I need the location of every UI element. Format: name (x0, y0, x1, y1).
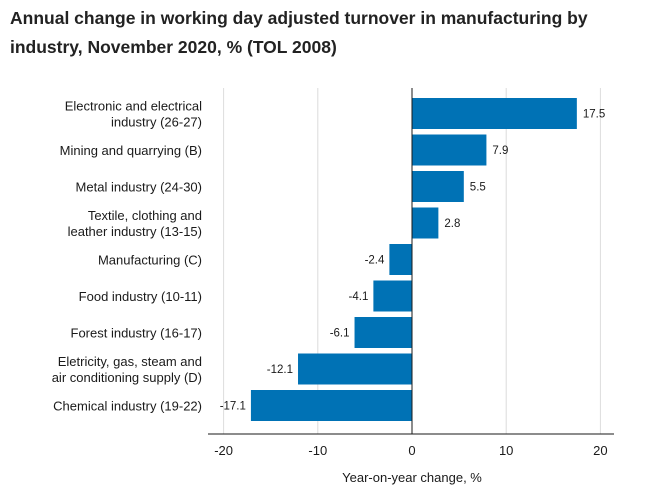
bar (298, 353, 412, 385)
value-label: -2.4 (365, 255, 385, 267)
axes (208, 88, 614, 435)
category-label: Eletricity, gas, steam and (58, 354, 202, 369)
x-tick-label: -20 (214, 443, 233, 458)
bar (373, 280, 412, 312)
x-axis-title: Year-on-year change, % (342, 470, 482, 485)
x-tick-label: 20 (593, 443, 607, 458)
bar (412, 171, 464, 202)
bar (412, 134, 487, 166)
category-label: Forest industry (16-17) (71, 326, 203, 341)
value-label: -4.1 (349, 291, 369, 303)
value-label: 17.5 (583, 109, 605, 121)
bar (250, 390, 412, 421)
bar (354, 317, 412, 348)
value-label: -17.1 (220, 401, 246, 413)
x-tick-label: -10 (308, 443, 327, 458)
chart-title: Annual change in working day adjusted tu… (10, 8, 588, 57)
value-label: 5.5 (470, 182, 486, 194)
category-label: Manufacturing (C) (98, 253, 202, 268)
bars (250, 98, 577, 421)
category-label: leather industry (13-15) (68, 224, 202, 239)
bar (389, 244, 412, 275)
bar (412, 207, 439, 239)
category-label: Metal industry (24-30) (76, 180, 202, 195)
category-label: air conditioning supply (D) (52, 370, 202, 385)
tick-labels: -20 -10 0 10 20 (214, 443, 607, 458)
category-label: Electronic and electrical (65, 99, 202, 114)
category-label: Chemical industry (19-22) (53, 399, 202, 414)
category-label: Food industry (10-11) (79, 289, 202, 304)
category-label: industry (26-27) (111, 115, 202, 130)
value-label: 2.8 (444, 218, 460, 230)
value-labels: 17.5 7.9 5.5 2.8 -2.4 -4.1 -6.1 -12.1 -17.1 (220, 109, 606, 413)
value-label: -6.1 (330, 328, 350, 340)
value-label: -12.1 (267, 364, 293, 376)
x-tick-label: 0 (408, 443, 415, 458)
category-label: Mining and quarrying (B) (60, 143, 202, 158)
bar (412, 98, 577, 129)
x-tick-label: 10 (499, 443, 513, 458)
value-label: 7.9 (492, 145, 508, 157)
category-label: Textile, clothing and (88, 208, 202, 223)
